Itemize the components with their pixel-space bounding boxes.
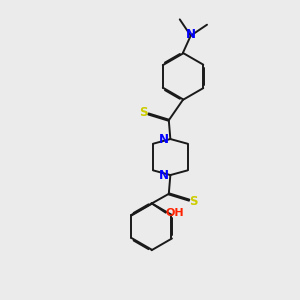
Text: N: N [158,169,169,182]
Text: OH: OH [165,208,184,218]
Text: S: S [140,106,148,119]
Text: S: S [190,195,198,208]
Text: N: N [186,28,196,40]
Text: N: N [158,133,169,146]
